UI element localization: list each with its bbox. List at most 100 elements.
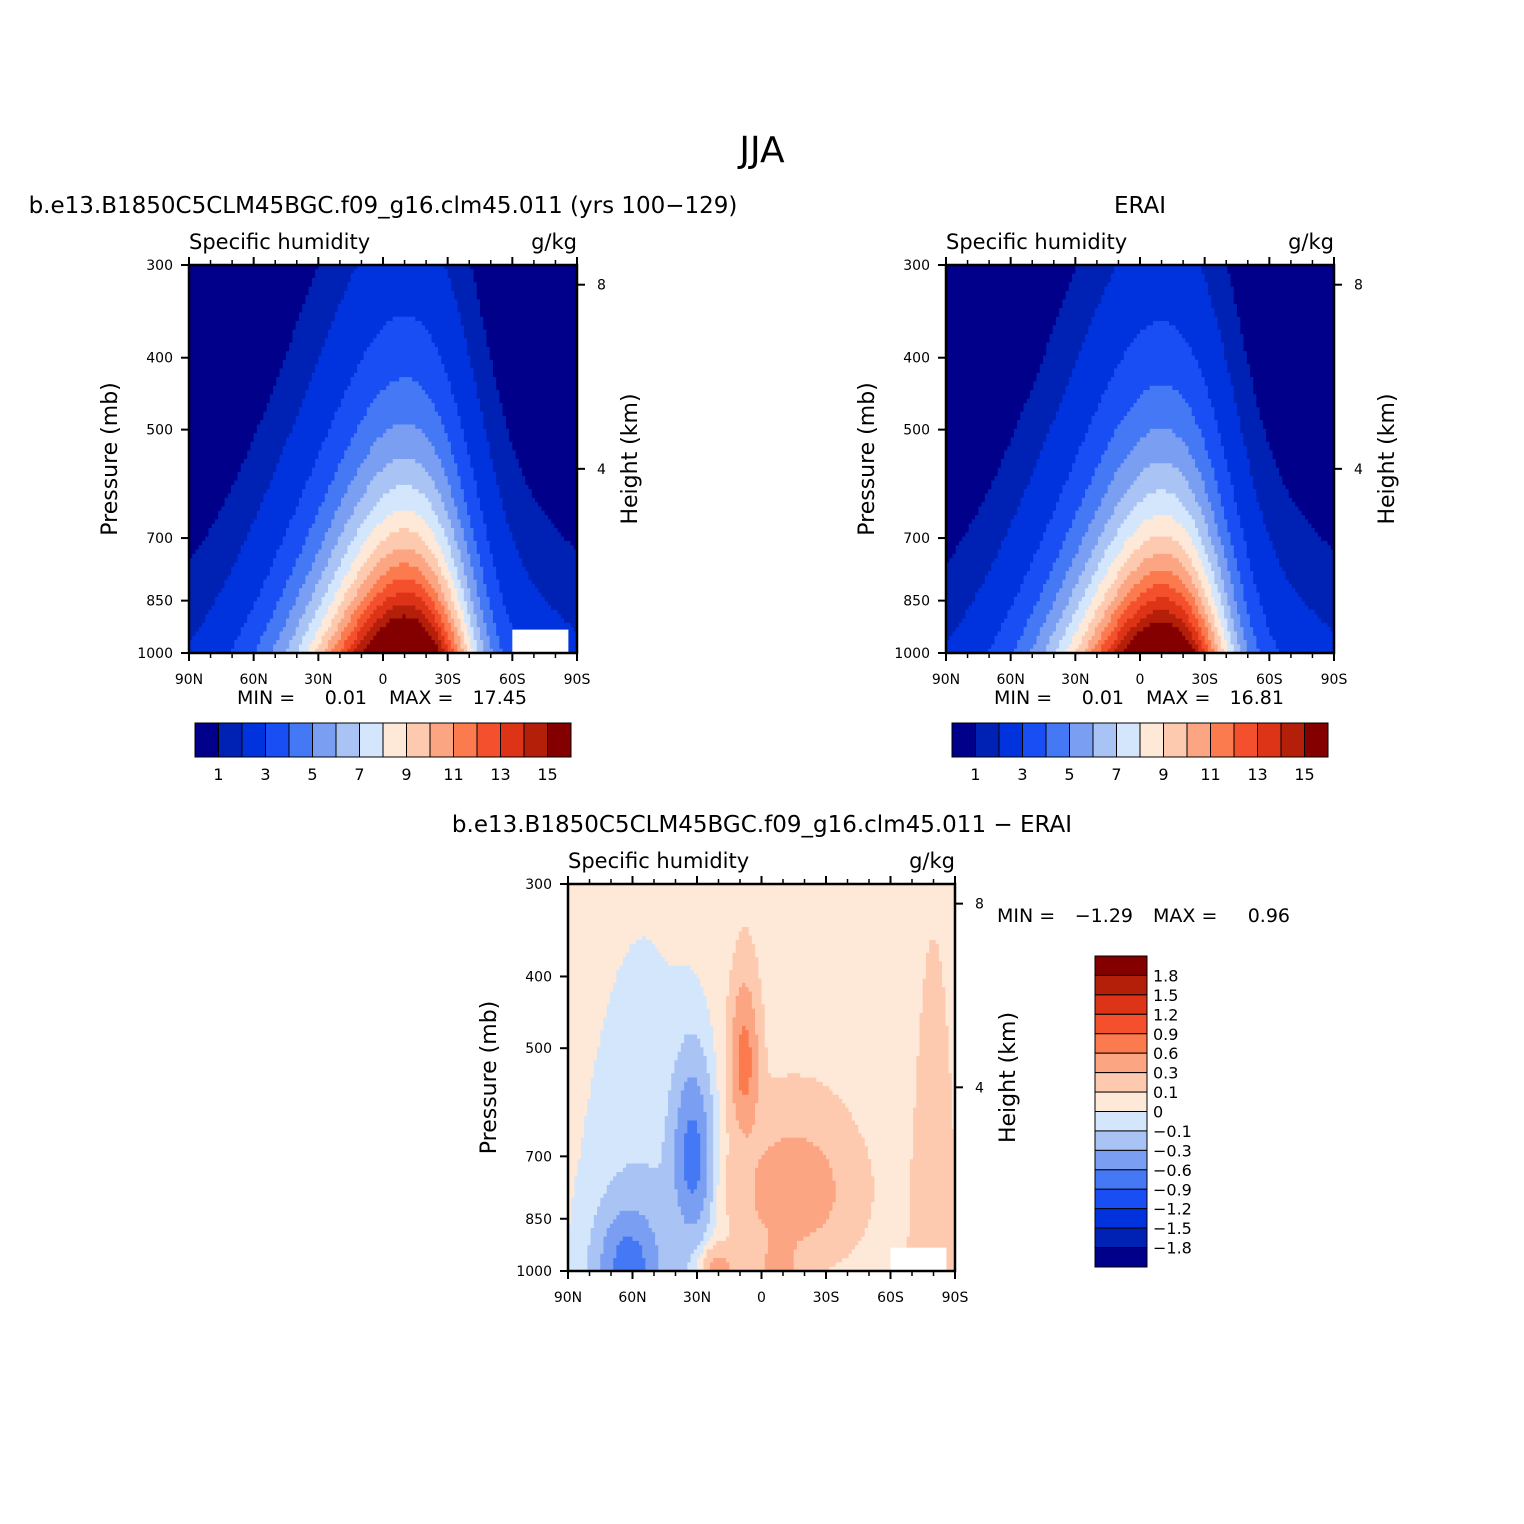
field-cell [1217,527,1228,533]
field-cell [357,631,368,637]
field-cell [1191,575,1199,581]
field-cell [719,1163,727,1169]
field-cell [1104,523,1122,529]
field-cell [726,1038,734,1044]
field-cell [584,1116,666,1122]
field-cell [1085,648,1093,654]
field-cell [467,631,475,637]
field-cell [1233,588,1245,594]
field-cell [1246,446,1270,451]
field-cell [855,1120,914,1126]
field-cell [444,553,452,559]
field-cell [1123,545,1141,551]
field-cell [237,635,261,641]
field-cell [1191,540,1203,546]
field-cell [1227,269,1335,275]
field-cell [942,974,956,980]
field-cell [1133,338,1186,344]
field-cell [441,497,455,503]
field-cell [1072,463,1099,469]
field-cell [580,1150,663,1156]
field-cell [1081,635,1093,641]
field-cell [1114,265,1203,270]
field-cell [492,618,510,624]
field-cell [958,540,1002,546]
field-cell [706,1124,714,1130]
field-cell [337,308,458,314]
field-cell [1026,571,1051,576]
field-cell [716,1068,727,1074]
field-cell [1227,527,1245,533]
field-cell [626,1163,650,1169]
field-cell [742,1030,750,1036]
field-cell [1217,489,1235,495]
field-cell [279,372,313,378]
field-cell [518,463,578,469]
field-cell [613,982,701,988]
field-cell [189,372,281,378]
field-cell [832,1176,875,1182]
field-cell [1217,316,1241,322]
field-cell [457,407,481,413]
field-cell [1110,562,1125,568]
field-cell [437,596,446,602]
field-cell [538,588,578,594]
field-cell [1182,592,1193,598]
field-cell [483,321,578,326]
field-cell [584,1120,666,1126]
field-cell [298,502,323,508]
field-cell [189,411,264,417]
field-cell [467,510,484,516]
field-cell [454,579,462,585]
field-cell [350,441,374,447]
field-cell [318,510,336,516]
field-cell [467,601,475,607]
field-cell [909,1228,956,1233]
field-cell [1188,640,1196,645]
field-cell [189,299,306,305]
field-cell [505,510,546,516]
field-cell [726,1236,769,1242]
field-cell [946,493,986,499]
field-cell [590,1086,672,1091]
field-cell [473,476,497,482]
field-cell [525,480,578,486]
field-cell [1133,614,1148,620]
field-cell [528,571,578,576]
field-cell [1088,640,1099,645]
field-cell [447,644,452,650]
field-cell [486,588,500,594]
field-cell [450,493,465,499]
field-cell [486,338,578,344]
field-cell [1072,640,1083,645]
colorbar-box [1094,1169,1148,1190]
field-cell [263,584,287,589]
field-cell [922,987,946,993]
field-cell [1072,558,1089,564]
field-cell [729,982,743,988]
field-cell [796,1240,859,1246]
field-cell [1120,566,1138,572]
field-cell [315,588,329,594]
field-cell [946,329,1054,335]
field-cell [1188,571,1199,576]
field-cell [1249,471,1280,477]
field-cell [832,1167,872,1173]
colorbar-label: −0.9 [1153,1180,1192,1199]
field-cell [1204,635,1209,641]
field-cell [706,995,727,1001]
field-cell [308,622,323,628]
field-cell [250,523,290,529]
field-cell [1091,415,1125,421]
field-cell [1107,635,1118,641]
field-cell [273,558,297,564]
field-cell [334,631,342,637]
field-cell [1078,644,1089,650]
field-cell [719,1120,727,1126]
field-cell [958,622,1002,628]
field-cell [713,1043,727,1048]
field-cell [353,558,368,564]
field-cell [729,1137,782,1143]
field-cell [340,502,358,508]
field-cell [376,592,397,598]
